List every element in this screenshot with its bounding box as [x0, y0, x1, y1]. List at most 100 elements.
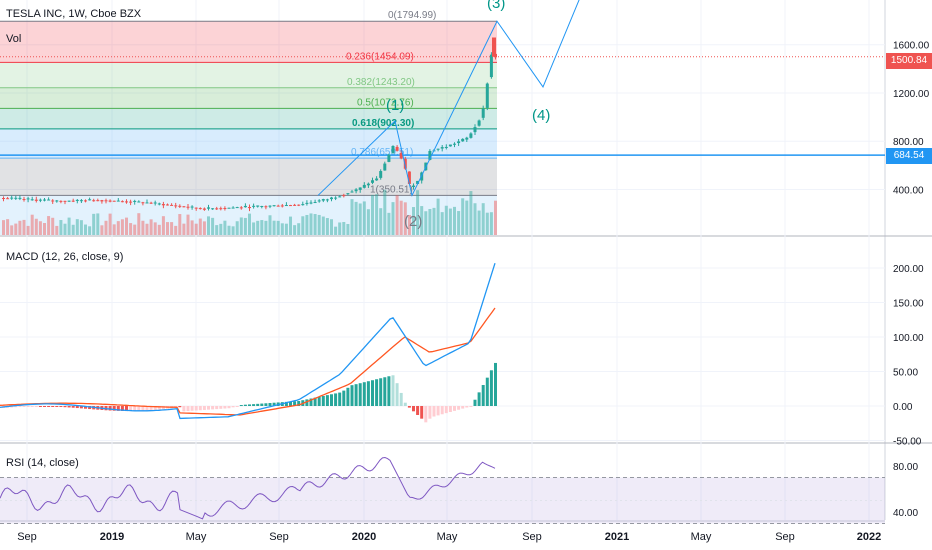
candle-body-last: [492, 37, 496, 57]
rsi-tick-0: 80.00: [893, 462, 918, 473]
fib-zone-5: [0, 158, 497, 196]
macd-hist-bar-79: [325, 395, 329, 406]
candle-body-13: [55, 200, 59, 202]
volume-bar-85: [350, 199, 354, 235]
macd-tick-1: 150.00: [893, 299, 924, 310]
macd-hist-bar-59: [243, 404, 247, 406]
volume-bar-51: [211, 217, 215, 235]
fib-zone-0: [0, 21, 497, 63]
volume-bar-54: [223, 220, 227, 235]
macd-hist-bar-77: [317, 396, 321, 406]
horizontal-line-price-tag[interactable]: 684.54: [886, 148, 932, 164]
candle-body-29: [120, 201, 124, 203]
volume-bar-120: [494, 200, 497, 235]
macd-hist-bar-44: [182, 406, 186, 412]
candle-body-92: [379, 171, 383, 178]
candle-body-25: [104, 200, 108, 202]
macd-hist-bar-61: [252, 404, 256, 406]
last-price-tag: 1500.84: [886, 53, 932, 69]
volume-bar-21: [88, 226, 92, 235]
macd-hist-bar-31: [129, 406, 133, 412]
candle-body-106: [436, 148, 440, 150]
macd-hist-bar-113: [465, 406, 469, 408]
macd-hist-bar-29: [120, 406, 124, 411]
candle-body-96: [395, 146, 399, 151]
candle-body-9: [38, 199, 42, 201]
rsi-indicator[interactable]: [0, 456, 885, 524]
macd-hist-bar-3: [14, 406, 18, 408]
volume-bar-99: [407, 215, 411, 235]
macd-hist-bar-16: [67, 406, 71, 408]
candle-body-72: [297, 204, 301, 206]
macd-hist-bar-9: [38, 406, 42, 407]
volume-bar-110: [453, 206, 456, 235]
macd-hist-bar-58: [239, 405, 243, 407]
candle-body-118: [485, 83, 489, 108]
macd-hist-bar-32: [133, 406, 137, 412]
rsi-legend[interactable]: RSI (14, close): [6, 457, 79, 469]
time-tick-4: 2020: [352, 531, 376, 543]
candle-body-65: [268, 205, 272, 207]
candle-body-75: [309, 202, 313, 204]
symbol-title[interactable]: TESLA INC, 1W, Cboe BZX: [6, 8, 142, 20]
candle-body-57: [235, 207, 239, 209]
volume-bar-84: [346, 223, 350, 235]
volume-bar-80: [330, 219, 333, 235]
price-tick-1: 1200.00: [893, 89, 930, 100]
candle-body-32: [133, 200, 137, 202]
macd-indicator[interactable]: [0, 263, 497, 423]
candle-body-108: [444, 146, 448, 148]
volume-bar-119: [489, 212, 493, 235]
volume-legend[interactable]: Vol: [6, 33, 22, 45]
macd-legend[interactable]: MACD (12, 26, close, 9): [6, 251, 124, 263]
macd-hist-bar-109: [448, 406, 452, 412]
volume-bar-104: [428, 209, 432, 235]
candle-body-60: [248, 207, 251, 209]
elliott-wave-path: [317, 0, 580, 197]
volume-bar-44: [182, 223, 186, 235]
volume-bar-113: [465, 200, 469, 235]
volume-bar-114: [469, 191, 473, 235]
macd-hist-bar-35: [145, 406, 149, 411]
candle-body-42: [174, 205, 178, 207]
volume-bar-12: [51, 217, 55, 235]
volume-bar-77: [317, 214, 321, 235]
price-scale-bg[interactable]: [885, 0, 932, 550]
macd-hist-bar-92: [379, 378, 383, 406]
volume-bar-3: [14, 223, 18, 235]
macd-hist-bar-76: [313, 397, 317, 406]
candle-body-82: [338, 196, 342, 198]
volume-bar-94: [387, 212, 391, 235]
volume-bar-46: [190, 220, 194, 235]
volume-bar-36: [149, 219, 153, 235]
macd-hist-bar-72: [297, 401, 301, 406]
candle-body-45: [186, 206, 190, 208]
time-tick-7: 2021: [605, 531, 629, 543]
volume-bar-47: [194, 223, 198, 235]
candle-body-16: [67, 200, 71, 202]
macd-hist-bar-97: [399, 392, 403, 406]
candle-body-74: [305, 202, 309, 204]
candlestick-series[interactable]: [2, 37, 497, 212]
macd-hist-bar-91: [375, 379, 379, 406]
candle-body-69: [284, 205, 288, 207]
macd-hist-bar-106: [436, 406, 440, 416]
volume-bar-16: [67, 217, 71, 235]
macd-hist-bar-56: [231, 406, 235, 408]
fib-label-0: 0(1794.99): [388, 10, 436, 21]
time-tick-0: Sep: [17, 531, 37, 543]
candle-body-30: [125, 201, 128, 203]
volume-bar-100: [412, 207, 415, 235]
macd-hist-bar-104: [428, 406, 432, 419]
macd-hist-bar-107: [440, 406, 444, 415]
fib-retracement-tool[interactable]: 0(1794.99) 0.236(1454.09) 0.382(1243.20) 0.…: [0, 10, 885, 235]
macd-hist-bar-50: [207, 406, 210, 410]
candle-body-114: [469, 133, 473, 138]
volume-bar-34: [141, 220, 145, 235]
elliott-wave-drawing[interactable]: (1) (2) (3) (4): [317, 0, 583, 230]
volume-bar-105: [432, 207, 436, 235]
fib-zone-1: [0, 62, 497, 88]
fib-label-0.382: 0.382(1243.20): [347, 77, 415, 88]
